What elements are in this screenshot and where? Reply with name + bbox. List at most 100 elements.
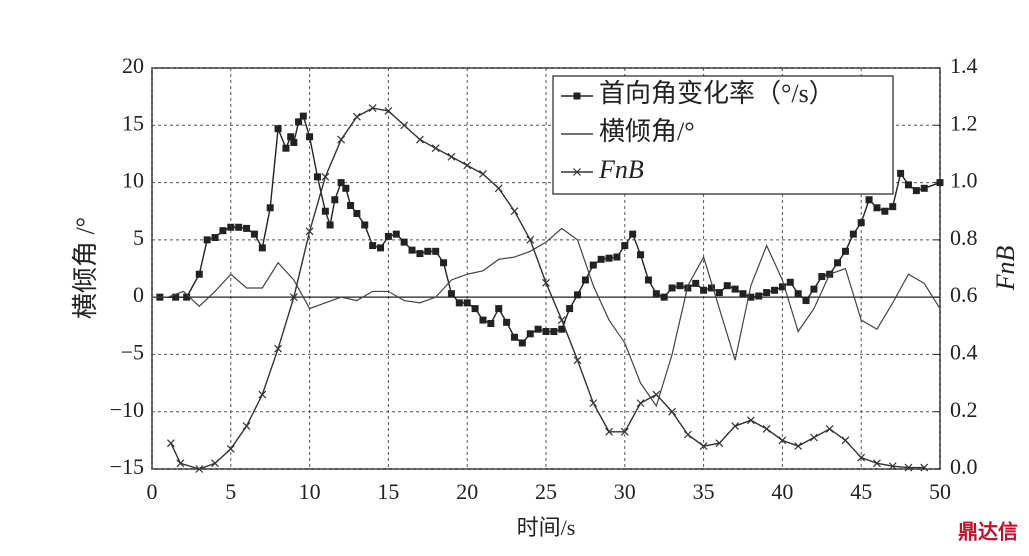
marker — [904, 181, 912, 189]
marker — [857, 453, 866, 462]
marker — [408, 246, 416, 254]
marker — [295, 118, 303, 126]
marker — [479, 170, 487, 178]
marker — [589, 399, 598, 408]
marker — [652, 290, 660, 298]
marker — [683, 430, 692, 439]
legend-label: 横倾角/° — [599, 117, 695, 146]
legend-label: FnB — [598, 155, 644, 184]
y2-tick-label: 1.2 — [950, 110, 978, 135]
marker — [183, 293, 191, 301]
marker — [771, 286, 779, 294]
marker — [715, 289, 723, 297]
marker — [849, 230, 857, 238]
y2-tick-label: 0.2 — [950, 397, 978, 422]
marker — [495, 305, 503, 313]
marker — [755, 292, 763, 300]
y-tick-label: 5 — [133, 225, 144, 250]
marker — [794, 290, 802, 298]
marker — [377, 244, 385, 252]
marker — [526, 235, 535, 244]
marker — [526, 330, 534, 338]
marker — [211, 459, 219, 468]
marker — [692, 279, 700, 287]
marker — [392, 230, 400, 238]
marker — [809, 433, 818, 442]
marker — [400, 121, 409, 130]
x-tick-label: 50 — [929, 479, 951, 504]
marker — [321, 172, 330, 181]
marker — [731, 285, 739, 293]
marker — [621, 242, 629, 250]
marker — [471, 305, 479, 313]
marker — [747, 293, 755, 301]
marker — [818, 273, 826, 281]
x-tick-label: 40 — [771, 479, 793, 504]
x-tick-label: 30 — [614, 479, 636, 504]
x-tick-label: 45 — [850, 479, 872, 504]
marker — [227, 223, 235, 231]
marker — [400, 238, 408, 246]
marker — [739, 290, 747, 298]
x-axis-label: 时间/s — [517, 515, 576, 540]
y-tick-label: −10 — [110, 397, 144, 422]
marker — [282, 144, 290, 152]
y-tick-label: 10 — [122, 168, 144, 193]
marker — [479, 316, 487, 324]
marker — [841, 436, 850, 445]
legend-label: 首向角变化率（°/s） — [599, 79, 835, 108]
marker — [415, 135, 424, 144]
marker — [440, 259, 448, 267]
marker — [778, 283, 786, 291]
marker — [447, 152, 456, 161]
marker — [299, 112, 307, 120]
x-tick-label: 35 — [693, 479, 715, 504]
marker — [243, 224, 251, 232]
marker — [731, 422, 740, 430]
marker — [912, 187, 920, 195]
marker — [897, 169, 905, 177]
x-tick-label: 5 — [225, 479, 236, 504]
marker — [825, 424, 834, 433]
marker — [841, 247, 849, 255]
marker — [557, 316, 566, 324]
marker — [778, 436, 787, 445]
watermark: 鼎达信 — [958, 520, 1018, 544]
y2-tick-label: 1.0 — [950, 168, 978, 193]
marker — [337, 135, 346, 144]
marker — [342, 184, 350, 192]
marker — [542, 278, 550, 287]
marker — [242, 422, 251, 430]
marker — [857, 219, 865, 227]
marker — [494, 184, 503, 193]
marker — [287, 133, 295, 141]
marker — [384, 107, 393, 115]
marker — [881, 207, 889, 215]
marker — [176, 459, 185, 468]
marker — [432, 247, 440, 255]
marker — [794, 442, 803, 451]
y-tick-label: 15 — [122, 110, 144, 135]
marker — [542, 328, 550, 336]
marker — [668, 284, 676, 292]
marker — [510, 333, 518, 341]
marker — [873, 204, 881, 212]
marker — [290, 138, 298, 146]
marker — [226, 445, 235, 453]
marker — [361, 221, 369, 229]
marker — [700, 286, 708, 294]
x-tick-label: 10 — [299, 479, 321, 504]
marker — [337, 179, 345, 187]
marker — [574, 291, 582, 299]
marker — [668, 407, 677, 416]
marker — [331, 196, 339, 204]
marker — [566, 305, 574, 313]
marker — [888, 462, 897, 471]
marker — [746, 416, 755, 425]
y2-tick-label: 1.4 — [950, 53, 978, 78]
marker — [424, 247, 432, 255]
series-line — [152, 227, 941, 408]
marker — [463, 161, 472, 170]
y2-tick-label: 0.0 — [950, 454, 978, 479]
y2-tick-label: 0.8 — [950, 225, 978, 250]
